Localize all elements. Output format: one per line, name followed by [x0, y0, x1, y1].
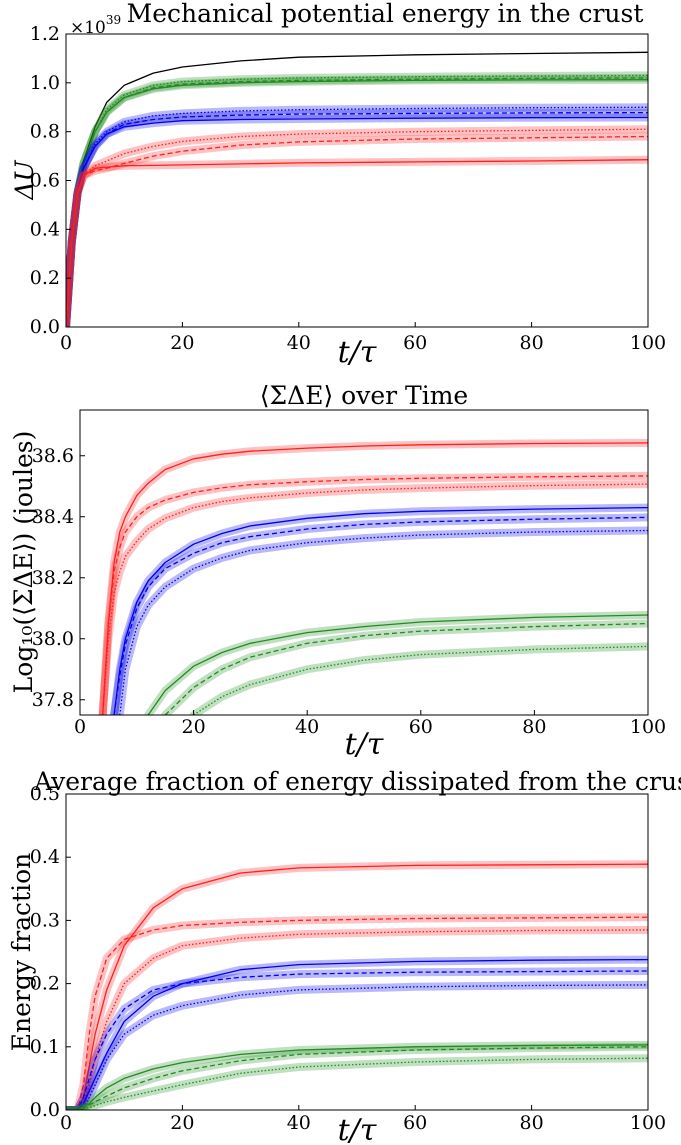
- x-axis-label: t/τ: [345, 727, 384, 762]
- series-line: [66, 958, 648, 1110]
- series-line: [66, 1046, 648, 1110]
- chart-title: ⟨ΣΔE⟩ over Time: [260, 381, 468, 410]
- series-line: [113, 506, 648, 715]
- x-tick-label: 20: [182, 716, 206, 738]
- x-tick-label: 80: [522, 716, 546, 738]
- x-tick-label: 60: [403, 332, 427, 354]
- y-tick-label: 1.0: [30, 72, 60, 94]
- series-line: [66, 128, 648, 327]
- series-line: [66, 863, 648, 1110]
- series-line: [66, 916, 648, 1110]
- series-line: [193, 645, 648, 715]
- y-tick-label: 38.0: [32, 628, 74, 650]
- x-tick-label: 100: [630, 1112, 666, 1134]
- series-line: [66, 1057, 648, 1110]
- y-tick-label: 0.0: [30, 316, 60, 338]
- x-tick-label: 100: [630, 332, 666, 354]
- x-tick-label: 0: [60, 1112, 72, 1134]
- y-tick-label: 0.4: [30, 218, 60, 240]
- x-tick-label: 80: [520, 1112, 544, 1134]
- series-line: [147, 614, 648, 715]
- y-tick-label: 1.2: [30, 23, 60, 45]
- y-tick-label: 37.8: [32, 689, 74, 711]
- y-tick-label: 0.5: [30, 783, 60, 805]
- plot-area-frame: [79, 409, 649, 716]
- y-tick-label: 0.2: [30, 267, 60, 289]
- plot-area-frame: [65, 793, 649, 1111]
- x-tick-label: 40: [295, 716, 319, 738]
- series-line: [66, 51, 648, 327]
- x-tick-label: 80: [520, 332, 544, 354]
- chart-panel-energy-fraction: Average fraction of energy dissipated fr…: [7, 767, 681, 1145]
- x-tick-label: 60: [403, 1112, 427, 1134]
- x-axis-label: t/τ: [338, 1113, 377, 1145]
- y-tick-label: 0.4: [30, 846, 60, 868]
- y-tick-label: 38.4: [32, 506, 74, 528]
- chart-title: Mechanical potential energy in the crust: [127, 0, 644, 28]
- series-line: [119, 529, 648, 715]
- y-tick-label: 0.3: [30, 909, 60, 931]
- series-line: [66, 970, 648, 1110]
- chart-panel-sum-energy: ⟨ΣΔE⟩ over Time 0 20 40 60 80 100 37.8 38.0 38.2…: [9, 381, 666, 762]
- series-line: [66, 1044, 648, 1110]
- x-tick-label: 40: [287, 332, 311, 354]
- y-tick-label: 0.2: [30, 973, 60, 995]
- series-line: [102, 442, 648, 715]
- y-axis-label: ΔU: [10, 160, 39, 201]
- x-tick-label: 60: [409, 716, 433, 738]
- x-tick-label: 20: [170, 1112, 194, 1134]
- series-line: [102, 475, 648, 715]
- y-tick-label: 0.1: [30, 1036, 60, 1058]
- series-line: [66, 159, 648, 327]
- y-tick-label: 0.0: [30, 1099, 60, 1121]
- y-axis-label: Energy fraction: [7, 853, 36, 1051]
- series-line: [66, 106, 648, 327]
- series-line: [113, 516, 648, 715]
- plot-area-frame: [65, 33, 649, 328]
- y-axis-scale: ×1039: [70, 13, 121, 38]
- x-tick-label: 20: [170, 332, 194, 354]
- series-line: [66, 929, 648, 1110]
- series-line: [66, 984, 648, 1110]
- y-axis-label: Log₁₀(⟨ΣΔE⟩) (joules): [9, 431, 38, 694]
- series-line: [164, 622, 648, 715]
- x-axis-label: t/τ: [338, 335, 377, 370]
- chart-title: Average fraction of energy dissipated fr…: [33, 767, 681, 796]
- series-uncertainty-band: [66, 155, 648, 327]
- series-line: [102, 483, 648, 715]
- y-tick-label: 0.8: [30, 121, 60, 143]
- y-tick-label: 38.6: [32, 445, 74, 467]
- series-uncertainty-band: [161, 619, 648, 715]
- x-tick-label: 0: [74, 716, 86, 738]
- y-tick-label: 0.6: [30, 170, 60, 192]
- x-tick-label: 0: [60, 332, 72, 354]
- x-tick-label: 40: [287, 1112, 311, 1134]
- x-tick-label: 100: [630, 716, 666, 738]
- chart-panel-potential-energy: Mechanical potential energy in the crust…: [10, 0, 666, 370]
- y-tick-label: 38.2: [32, 567, 74, 589]
